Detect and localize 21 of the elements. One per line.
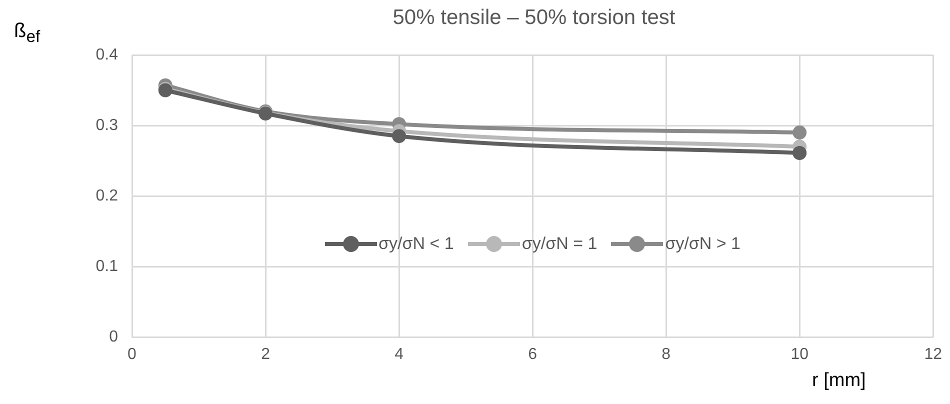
y-tick-label: 0.1: [96, 258, 118, 275]
x-tick-label: 2: [261, 346, 270, 364]
x-tick-label: 0: [128, 346, 137, 364]
point: [792, 146, 807, 160]
y-axis-title: ß$_{ef}$: [14, 20, 40, 47]
chart-title: 50% tensile – 50% torsion test: [392, 6, 676, 30]
x-tick-label: 6: [528, 346, 538, 364]
legend-label: σy/σN > 1: [665, 234, 741, 254]
point: [392, 129, 406, 144]
legend-label: σy/σN < 1: [378, 234, 454, 254]
y-tick-label: 0.3: [96, 116, 118, 134]
x-tick-label: 8: [662, 346, 671, 364]
y-tick-label: 0.2: [96, 187, 118, 204]
legend-label: σy/σN = 1: [522, 234, 598, 254]
x-tick-label: 10: [790, 346, 809, 364]
x-tick-label: 12: [924, 346, 942, 364]
point: [792, 126, 807, 140]
x-axis-title: r [mm]: [812, 370, 866, 392]
y-tick-label: 0: [109, 328, 118, 346]
y-tick-label: 0.4: [96, 46, 118, 64]
x-tick-label: 4: [394, 346, 404, 364]
